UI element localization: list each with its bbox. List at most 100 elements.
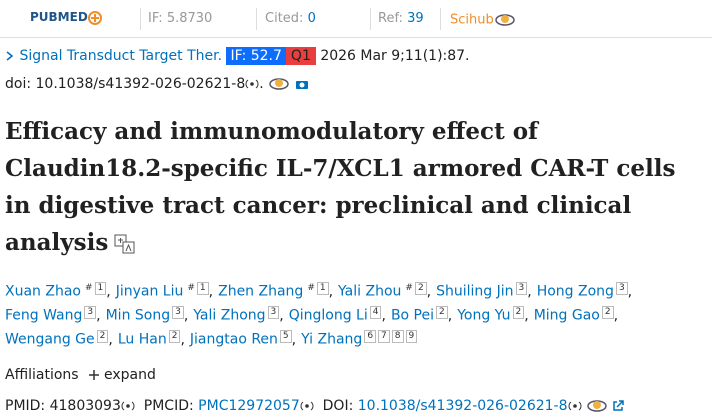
author-name[interactable]: Qinglong Li — [288, 307, 368, 324]
cited-label: Cited: — [265, 11, 304, 26]
author-line: Feng Wang 3, Min Song 3, Yali Zhong 3, Qinglon… — [5, 306, 623, 324]
affiliation-ref[interactable]: 2 — [601, 306, 614, 319]
affiliation-ref[interactable]: 2 — [96, 330, 109, 343]
separator: , — [279, 307, 284, 324]
separator: , — [96, 307, 101, 324]
author-name[interactable]: Yong Yu — [457, 307, 511, 324]
author-name[interactable]: Ming Gao — [533, 307, 600, 324]
affiliation-ref[interactable]: 3 — [267, 306, 280, 319]
title-line: Claudin18.2-specific IL-7/XCL1 armored C… — [5, 155, 676, 182]
author-name[interactable]: Yi Zhang — [301, 331, 363, 348]
author-name[interactable]: Jiangtao Ren — [189, 331, 278, 348]
affiliation-ref[interactable]: 2 — [168, 330, 181, 343]
logo-plus — [87, 10, 102, 25]
doi: doi: 10.1038/s41392-026-02621-8 — [5, 76, 246, 92]
affiliation-ref[interactable]: 6 — [364, 330, 377, 343]
affiliation-ref[interactable]: 4 — [369, 306, 382, 319]
scihub-icon[interactable] — [268, 76, 290, 92]
if-badge: IF: 52.7 — [226, 47, 286, 65]
cite-icon — [568, 401, 581, 411]
affiliation-ref[interactable]: 8 — [391, 330, 404, 343]
journal[interactable]: Signal Transduct Target Ther. — [19, 48, 223, 64]
separator: , — [627, 283, 633, 300]
translate-icon[interactable] — [114, 234, 136, 254]
expand-label: expand — [103, 367, 156, 383]
author-name[interactable]: Feng Wang — [5, 307, 83, 324]
doi-label: DOI: — [322, 398, 354, 414]
pub-date: 2026 Mar 9;11(1):87. — [320, 48, 470, 64]
affiliation-ref[interactable]: 3 — [84, 306, 97, 319]
separator: , — [613, 307, 619, 324]
affiliation-ref[interactable]: 1 — [94, 282, 107, 295]
title-line: Efficacy and immunomodulatory effect of — [5, 118, 538, 145]
plus-icon — [88, 370, 99, 380]
pmcid[interactable]: PMC12972057 — [198, 398, 300, 414]
affiliation-ref[interactable]: 2 — [414, 282, 427, 295]
affiliation-ref[interactable]: 1 — [196, 282, 209, 295]
equal-contrib-mark: # — [84, 283, 93, 293]
equal-contrib-mark: # — [405, 283, 413, 293]
separator: , — [447, 307, 453, 324]
separator: , — [426, 283, 432, 300]
affiliation-ref[interactable]: 3 — [515, 282, 528, 295]
cited-value[interactable]: 0 — [307, 11, 316, 26]
doi-link[interactable]: 10.1038/s41392-026-02621-8 — [357, 398, 568, 414]
ref: Ref: 39 — [378, 11, 424, 26]
separator: , — [183, 307, 189, 324]
affiliation-ref[interactable]: 2 — [512, 306, 525, 319]
author-name[interactable]: Hong Zong — [536, 283, 614, 300]
divider — [440, 8, 441, 30]
scihub-icon[interactable] — [586, 398, 608, 414]
affiliation-ref[interactable]: 5 — [279, 330, 292, 343]
separator: , — [208, 283, 214, 300]
separator: , — [106, 283, 111, 300]
affiliation-ref[interactable]: 7 — [378, 330, 390, 343]
pmid-label: PMID: — [5, 398, 46, 414]
ref-label: Ref: — [378, 11, 403, 26]
citation-line: Signal Transduct Target Ther. IF: 52.7 Q1… — [5, 47, 470, 65]
if-value: 5.8730 — [166, 11, 213, 26]
cite-icon — [300, 401, 314, 411]
affiliation-ref[interactable]: 2 — [436, 306, 448, 319]
cite-icon — [121, 401, 135, 411]
scihub[interactable]: Scihub — [450, 12, 516, 28]
author-name[interactable]: Lu Han — [117, 331, 167, 348]
author-name[interactable]: Bo Pei — [390, 307, 435, 324]
author-line: Xuan Zhao #1, Jinyan Liu #1, Zhen Zhang #1, Ya… — [5, 282, 637, 300]
external-link-icon[interactable] — [612, 400, 625, 412]
ref-value[interactable]: 39 — [407, 11, 424, 26]
author-name[interactable]: Min Song — [105, 307, 171, 324]
author-name[interactable]: Xuan Zhao — [5, 283, 81, 300]
doi-end: . — [259, 76, 264, 92]
cite-icon — [245, 79, 259, 89]
affiliation-ref[interactable]: 3 — [615, 282, 628, 295]
camera-icon[interactable] — [295, 78, 309, 90]
scihub-text: Scihub — [450, 12, 494, 28]
divider — [370, 8, 371, 30]
equal-contrib-mark: # — [307, 283, 315, 293]
ids-line: PMID: 41803093 PMCID: PMC12972057 DOI: 1… — [5, 398, 625, 414]
affiliations: Affiliations expand — [5, 367, 156, 383]
logo-text: PUBMED — [30, 10, 88, 24]
author-name[interactable]: Jinyan Liu — [115, 283, 184, 300]
pubmed-logo[interactable]: PUBMED — [30, 10, 102, 25]
author-name[interactable]: Yali Zhong — [193, 307, 266, 324]
affiliation-ref[interactable]: 3 — [172, 306, 184, 319]
author-name[interactable]: Zhen Zhang — [218, 283, 304, 300]
author-name[interactable]: Wengang Ge — [5, 331, 95, 348]
separator: , — [328, 283, 334, 300]
author-name[interactable]: Yali Zhou — [338, 283, 402, 300]
chevron — [6, 51, 14, 61]
impact-factor: IF: 5.8730 — [148, 11, 212, 26]
expand-toggle[interactable]: expand — [88, 367, 156, 383]
separator: , — [524, 307, 529, 324]
author-name[interactable]: Shuiling Jin — [436, 283, 514, 300]
author-line: Wengang Ge 2, Lu Han 2, Jiangtao Ren 5, Yi Zha… — [5, 330, 418, 348]
pmid: 41803093 — [49, 398, 121, 414]
cited: Cited: 0 — [265, 11, 316, 26]
pmcid-label: PMCID: — [143, 398, 194, 414]
title-line: analysis — [5, 229, 136, 266]
affiliation-ref[interactable]: 9 — [405, 330, 418, 343]
affiliation-ref[interactable]: 1 — [316, 282, 329, 295]
